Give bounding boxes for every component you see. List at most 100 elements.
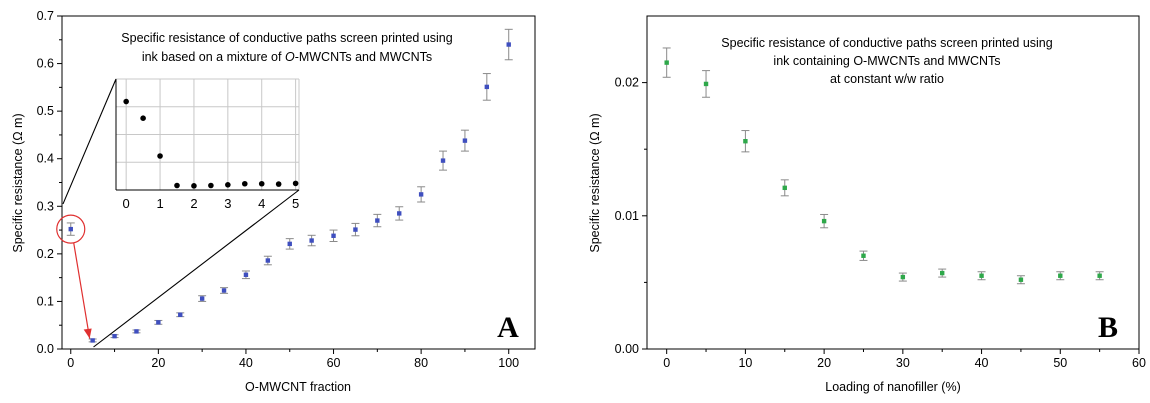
y-tick-label: 0.7 (37, 9, 54, 23)
data-point (780, 179, 789, 197)
data-marker (1018, 277, 1024, 282)
panel-b-plot-area (646, 15, 1140, 350)
panel-a-y-axis-label: Specific resistance (Ω m) (11, 113, 25, 252)
data-point (504, 28, 513, 61)
data-point (263, 255, 272, 266)
inset-x-tick-label: 4 (258, 196, 265, 211)
inset-data-point (275, 181, 282, 187)
panel-b: 0 10 20 30 40 50 60 0.00 0.01 0.02 Specific resis… (588, 15, 1146, 394)
panel-b-y-axis-label: Specific resistance (Ω m) (588, 113, 602, 252)
data-point (154, 319, 163, 325)
inset-data-point (208, 182, 214, 189)
panel-b-x-axis-label: Loading of nanofiller (%) (825, 380, 961, 394)
data-point (373, 213, 382, 228)
data-marker (68, 226, 73, 232)
data-marker (199, 296, 205, 301)
data-point (220, 287, 229, 294)
data-marker (440, 158, 446, 163)
data-point (417, 186, 426, 203)
panel-a-title-line-2: ink based on a mixture of O-MWCNTs and M… (142, 50, 432, 64)
inset-x-tick-label: 1 (156, 196, 163, 211)
y-tick-label: 0.02 (615, 76, 639, 90)
data-point (482, 73, 491, 101)
data-point (1016, 275, 1025, 285)
panel-b-title-line-1: Specific resistance of conductive paths … (721, 36, 1052, 50)
data-point (1056, 271, 1065, 281)
y-tick-label: 0.6 (37, 57, 54, 71)
inset-data-point (191, 183, 197, 189)
data-marker (287, 241, 292, 247)
data-point (662, 47, 671, 78)
data-marker (940, 270, 945, 276)
data-marker (309, 238, 314, 243)
data-marker (979, 273, 984, 278)
data-marker (243, 272, 249, 277)
x-tick-label: 60 (1132, 356, 1146, 370)
panel-b-axes: 0 10 20 30 40 50 60 0.00 0.01 0.02 (615, 76, 1146, 370)
data-marker (331, 233, 336, 238)
panel-b-title-line-3: at constant w/w ratio (830, 72, 944, 86)
inset-data-point (174, 182, 180, 189)
data-point (859, 250, 868, 261)
x-tick-label: 10 (738, 356, 752, 370)
zoom-line-lower (93, 189, 300, 348)
data-point (460, 129, 469, 152)
data-point (820, 213, 829, 229)
data-marker (462, 138, 468, 143)
data-point (1095, 271, 1104, 281)
data-marker (900, 274, 906, 280)
data-marker (484, 84, 490, 90)
data-marker (418, 192, 424, 197)
data-point (88, 338, 97, 343)
data-point (198, 295, 207, 302)
panel-a-title-line-1: Specific resistance of conductive paths … (121, 31, 452, 45)
data-point (329, 229, 338, 242)
data-marker (397, 211, 402, 216)
data-point (307, 234, 316, 247)
panel-a-x-axis-label: O-MWCNT fraction (245, 380, 351, 394)
data-point (241, 270, 250, 280)
data-point (702, 70, 711, 98)
data-marker (1058, 273, 1063, 278)
highlight-arrow-head (83, 328, 92, 339)
x-tick-label: 0 (67, 356, 74, 370)
highlight-circle (56, 214, 86, 244)
data-point (977, 271, 986, 281)
x-tick-label: 20 (151, 356, 165, 370)
inset-data-point (140, 115, 146, 121)
x-tick-label: 80 (414, 356, 428, 370)
y-tick-label: 0.01 (615, 209, 639, 223)
data-marker (375, 218, 380, 223)
y-tick-label: 0.4 (37, 152, 54, 166)
data-point (395, 206, 404, 221)
inset-data-point (292, 180, 299, 187)
inset-data-point (225, 181, 231, 188)
x-tick-label: 40 (975, 356, 989, 370)
inset-x-tick-label: 3 (224, 196, 231, 211)
x-tick-label: 20 (817, 356, 831, 370)
data-point (285, 238, 294, 250)
data-point (66, 222, 75, 236)
inset-x-tick-label: 2 (190, 196, 197, 211)
data-marker (353, 227, 358, 232)
panel-a-title-line-2-prefix: ink based on a mixture of (142, 50, 285, 64)
y-tick-label: 0.1 (37, 294, 54, 308)
data-marker (265, 258, 271, 263)
data-marker (90, 338, 95, 343)
data-marker (743, 139, 748, 144)
data-point (938, 268, 947, 278)
data-point (176, 312, 185, 318)
y-tick-label: 0.00 (615, 342, 639, 356)
data-marker (221, 288, 227, 293)
inset-data-point (258, 180, 265, 187)
x-tick-label: 100 (498, 356, 519, 370)
panel-a-title-line-2-italic: O (285, 50, 295, 64)
y-tick-label: 0.0 (37, 342, 54, 356)
zoom-line-upper (62, 78, 117, 205)
panel-b-title-line-2: ink containing O-MWCNTs and MWCNTs (773, 54, 1000, 68)
inset-data-point (241, 180, 248, 187)
x-tick-label: 40 (239, 356, 253, 370)
